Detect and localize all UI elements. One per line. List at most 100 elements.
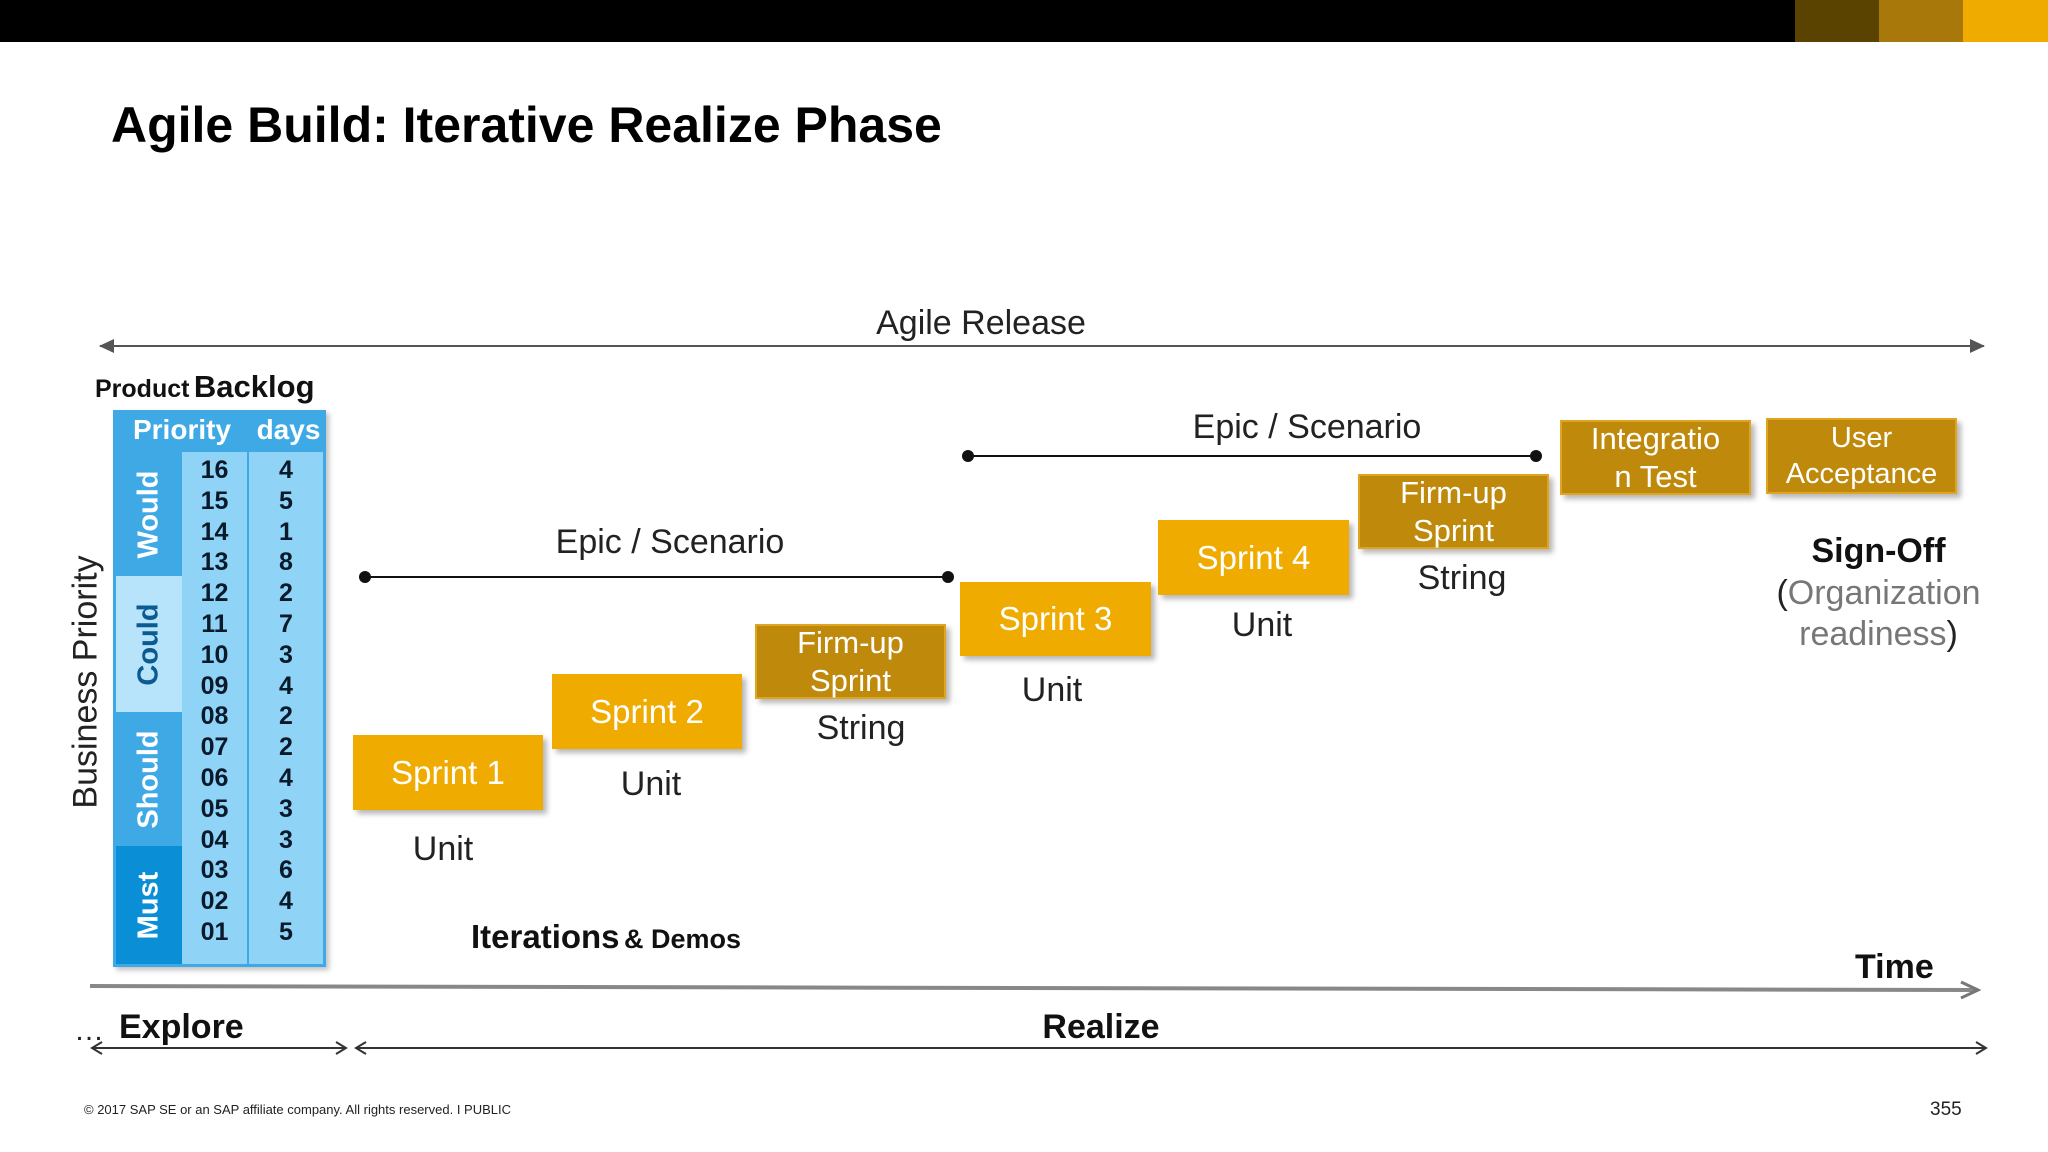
realize-label: Realize xyxy=(1042,1008,1160,1046)
sign-off-label: Sign-Off xyxy=(1811,532,1946,570)
days-cell: 8 xyxy=(279,548,293,577)
sprint-3-caption: Unit xyxy=(1021,671,1083,709)
footer-copyright: © 2017 SAP SE or an SAP affiliate compan… xyxy=(84,1102,512,1117)
sprint-1-label: Sprint 1 xyxy=(391,753,505,791)
product-backlog-label: Product Backlog xyxy=(95,369,315,405)
sprint-3-box: Sprint 3 xyxy=(960,582,1151,656)
priority-column xyxy=(182,452,247,964)
category-must: Must xyxy=(116,846,182,964)
priority-cell: 05 xyxy=(200,794,229,823)
days-cell: 5 xyxy=(279,486,293,515)
priority-cell: 14 xyxy=(200,517,229,546)
priority-cell: 01 xyxy=(200,918,229,946)
days-cell: 1 xyxy=(279,517,293,546)
priority-cell: 09 xyxy=(200,671,229,700)
epic-scenario-label-2: Epic / Scenario xyxy=(1192,408,1422,446)
days-cell: 4 xyxy=(279,456,293,484)
sprint-2-box: Sprint 2 xyxy=(552,674,742,749)
page-number: 355 xyxy=(1930,1099,1962,1120)
slide-title: Agile Build: Iterative Realize Phase xyxy=(111,97,942,153)
days-cell: 4 xyxy=(279,671,293,700)
sprint-2-caption: Unit xyxy=(620,765,682,803)
sprint-1-caption: Unit xyxy=(412,830,474,868)
iterations-demos-label: Iterations & Demos xyxy=(471,918,741,956)
days-cell: 3 xyxy=(279,825,293,854)
priority-cell: 02 xyxy=(200,887,229,916)
days-cell: 2 xyxy=(279,579,293,608)
epic-line-1-end-dot xyxy=(942,571,954,583)
sprint-4-box: Sprint 4 xyxy=(1158,520,1349,595)
sprint-2-label: Sprint 2 xyxy=(590,692,704,730)
epic-scenario-label-1: Epic / Scenario xyxy=(555,523,785,561)
sign-off-block: Sign-Off (Organization readiness) xyxy=(1766,532,1991,655)
user-acceptance-label: User Acceptance xyxy=(1785,422,1938,490)
user-acceptance-box: User Acceptance xyxy=(1766,418,1957,494)
sign-off-paren-open: ( xyxy=(1776,574,1788,612)
product-label: Product xyxy=(95,375,190,403)
category-could: Could xyxy=(116,576,182,712)
days-cell: 5 xyxy=(279,918,293,946)
integration-test-box: Integratio n Test xyxy=(1560,420,1751,495)
category-should-label: Should xyxy=(132,729,165,829)
priority-cell: 10 xyxy=(200,640,229,669)
priority-cell: 04 xyxy=(200,825,229,854)
priority-cell: 16 xyxy=(200,456,229,484)
epic-line-2-end-dot xyxy=(1530,450,1542,462)
days-cell: 2 xyxy=(279,733,293,762)
firm-up-sprint-2-label: Firm-up Sprint xyxy=(1400,474,1507,548)
top-bar-accent-gold xyxy=(1963,0,2048,42)
firm-up-sprint-1-caption: String xyxy=(816,709,906,747)
priority-cell: 13 xyxy=(200,548,229,577)
priority-cell: 06 xyxy=(200,764,229,792)
sprint-1-box: Sprint 1 xyxy=(353,735,543,810)
explore-label: Explore xyxy=(119,1008,244,1046)
priority-cell: 07 xyxy=(200,733,229,762)
top-bar xyxy=(0,0,2048,42)
firm-up-sprint-1-label: Firm-up Sprint xyxy=(797,624,904,698)
top-bar-accent-mid xyxy=(1879,0,1963,42)
organization-readiness-text: Organization readiness xyxy=(1787,574,1981,653)
days-cell: 4 xyxy=(279,764,293,792)
days-cell: 6 xyxy=(279,856,293,885)
top-bar-accent-dark xyxy=(1795,0,1879,42)
time-axis-arrow xyxy=(89,986,1978,990)
days-cell: 4 xyxy=(279,887,293,916)
category-could-label: Could xyxy=(132,602,165,686)
backlog-label: Backlog xyxy=(193,369,315,404)
time-label: Time xyxy=(1855,948,1934,986)
days-cell: 3 xyxy=(279,794,293,823)
sprint-3-label: Sprint 3 xyxy=(998,600,1113,637)
days-cell: 7 xyxy=(279,610,293,638)
category-must-label: Must xyxy=(132,871,165,939)
days-cell: 2 xyxy=(279,702,293,731)
iterations-text: Iterations xyxy=(471,918,620,955)
integration-test-label: Integratio n Test xyxy=(1590,420,1721,494)
days-cell: 3 xyxy=(279,640,293,669)
category-should: Should xyxy=(116,712,182,846)
ellipsis-label: … xyxy=(74,1014,104,1047)
priority-cell: 12 xyxy=(200,579,229,608)
demos-text: & Demos xyxy=(624,924,742,954)
priority-cell: 03 xyxy=(200,856,229,885)
sign-off-subtext: (Organization readiness) xyxy=(1766,573,1991,655)
sign-off-paren-close: ) xyxy=(1946,615,1958,653)
firm-up-sprint-1-box: Firm-up Sprint xyxy=(755,624,946,699)
backlog-header-days: days xyxy=(256,414,321,445)
product-backlog-table: Priority days Would Could Should Must 16… xyxy=(113,410,326,967)
priority-cell: 08 xyxy=(200,702,229,731)
days-column xyxy=(249,452,323,964)
epic-line-2-start-dot xyxy=(962,450,974,462)
sprint-4-label: Sprint 4 xyxy=(1196,538,1311,576)
category-would: Would xyxy=(116,452,182,576)
agile-release-label: Agile Release xyxy=(876,304,1086,342)
backlog-header-priority: Priority xyxy=(132,414,232,445)
priority-cell: 11 xyxy=(201,610,228,638)
sprint-4-caption: Unit xyxy=(1231,606,1293,644)
firm-up-sprint-2-caption: String xyxy=(1417,559,1507,597)
firm-up-sprint-2-box: Firm-up Sprint xyxy=(1358,474,1549,549)
business-priority-label: Business Priority xyxy=(66,555,105,809)
category-would-label: Would xyxy=(132,469,165,559)
epic-line-1-start-dot xyxy=(359,571,371,583)
priority-cell: 15 xyxy=(200,486,229,515)
